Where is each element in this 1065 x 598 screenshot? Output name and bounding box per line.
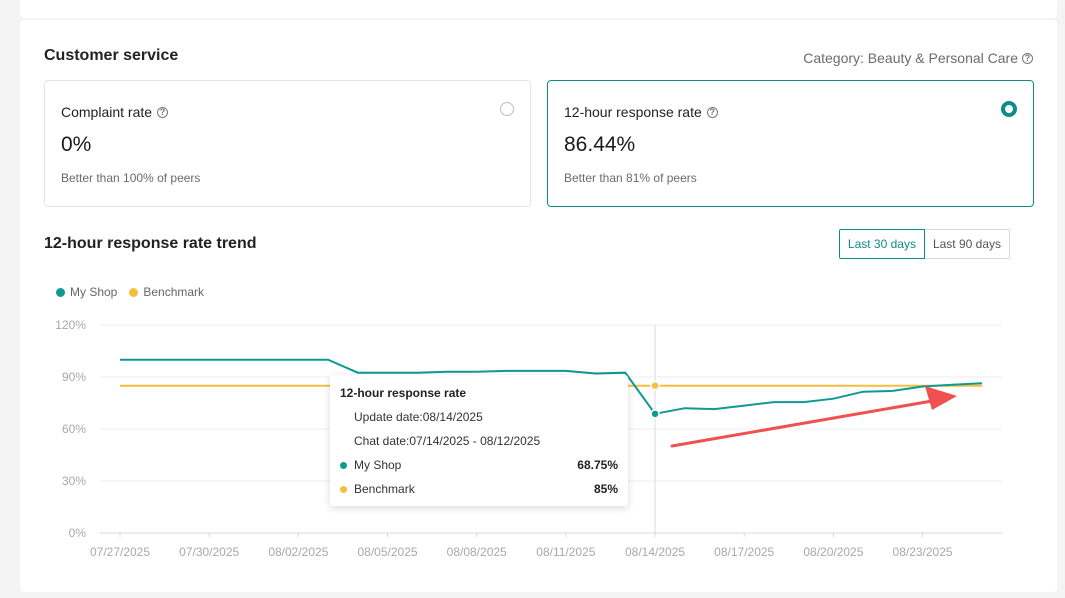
x-tick-label: 08/23/2025 xyxy=(893,545,953,559)
chart-legend: My Shop Benchmark xyxy=(56,285,204,299)
y-tick-label: 60% xyxy=(62,422,86,436)
legend-label: My Shop xyxy=(70,285,118,299)
range-90-days-button[interactable]: Last 90 days xyxy=(924,229,1010,259)
tooltip-row-value: 68.75% xyxy=(577,458,618,472)
annotation-arrow-head xyxy=(925,386,957,410)
metric-radio-selected[interactable] xyxy=(1001,101,1017,117)
x-tick-label: 08/17/2025 xyxy=(714,545,774,559)
x-tick-label: 08/08/2025 xyxy=(447,545,507,559)
help-icon[interactable]: ? xyxy=(1022,52,1033,64)
legend-dot xyxy=(56,287,65,297)
metric-label-text: Complaint rate xyxy=(61,104,153,120)
x-tick-label: 08/20/2025 xyxy=(803,545,863,559)
tooltip-title: 12-hour response rate xyxy=(340,386,467,400)
tooltip-row-my-shop: My Shop 68.75% xyxy=(340,458,618,472)
section-title: Customer service xyxy=(44,47,179,64)
legend-item-my-shop[interactable]: My Shop xyxy=(56,285,117,299)
tooltip-row-name: My Shop xyxy=(354,458,402,472)
top-card-edge xyxy=(20,0,1057,18)
x-tick-label: 07/30/2025 xyxy=(179,545,239,559)
highlight-point-my-shop xyxy=(650,409,660,419)
metric-label: 12-hour response rate ? xyxy=(564,104,718,120)
metric-label: Complaint rate ? xyxy=(61,104,169,120)
category-label: Category: Beauty & Personal Care ? xyxy=(803,50,1033,66)
tooltip-row-value: 85% xyxy=(593,482,618,496)
tooltip-chat-date: Chat date:07/14/2025 - 08/12/2025 xyxy=(354,434,541,448)
metric-card-response-rate[interactable]: 12-hour response rate ? 86.44% Better th… xyxy=(547,80,1034,207)
legend-item-benchmark[interactable]: Benchmark xyxy=(129,285,204,299)
y-tick-label: 0% xyxy=(69,526,87,540)
help-icon[interactable]: ? xyxy=(157,106,169,118)
category-text: Category: Beauty & Personal Care xyxy=(803,50,1018,66)
range-30-days-button[interactable]: Last 30 days xyxy=(838,229,925,259)
tooltip-row-label: My Shop xyxy=(340,458,401,472)
range-toggle: Last 30 days Last 90 days xyxy=(838,229,1010,259)
series-line-my-shop xyxy=(120,358,983,415)
tooltip-dot xyxy=(340,461,347,469)
metric-peer-comparison: Better than 81% of peers xyxy=(564,171,697,185)
chart-tooltip: 12-hour response rate Update date:08/14/… xyxy=(330,375,628,506)
help-icon[interactable]: ? xyxy=(706,106,718,118)
y-tick-label: 120% xyxy=(55,318,86,332)
y-tick-label: 30% xyxy=(62,474,86,488)
metric-peer-comparison: Better than 100% of peers xyxy=(61,171,201,185)
metric-label-text: 12-hour response rate xyxy=(564,104,702,120)
x-tick-label: 08/05/2025 xyxy=(357,545,417,559)
annotation-arrow-shaft xyxy=(670,399,934,448)
metric-value: 86.44% xyxy=(564,133,636,156)
highlight-point-benchmark xyxy=(650,380,660,391)
tooltip-row-name: Benchmark xyxy=(354,482,415,496)
metric-value: 0% xyxy=(61,133,92,156)
legend-label: Benchmark xyxy=(143,285,205,299)
x-tick-label: 08/14/2025 xyxy=(625,545,685,559)
x-tick-label: 08/02/2025 xyxy=(268,545,328,559)
y-tick-label: 90% xyxy=(62,370,86,384)
customer-service-card: Customer service Category: Beauty & Pers… xyxy=(20,20,1057,592)
x-tick-label: 07/27/2025 xyxy=(90,545,150,559)
x-tick-label: 08/11/2025 xyxy=(536,545,595,559)
tooltip-update-date: Update date:08/14/2025 xyxy=(354,410,483,424)
tooltip-row-label: Benchmark xyxy=(340,482,415,496)
metric-card-complaint-rate[interactable]: Complaint rate ? 0% Better than 100% of … xyxy=(44,80,531,207)
tooltip-dot xyxy=(340,485,347,493)
metric-radio-unselected[interactable] xyxy=(500,102,514,116)
trend-title: 12-hour response rate trend xyxy=(44,235,257,252)
tooltip-row-benchmark: Benchmark 85% xyxy=(340,482,618,496)
legend-dot xyxy=(129,287,139,297)
